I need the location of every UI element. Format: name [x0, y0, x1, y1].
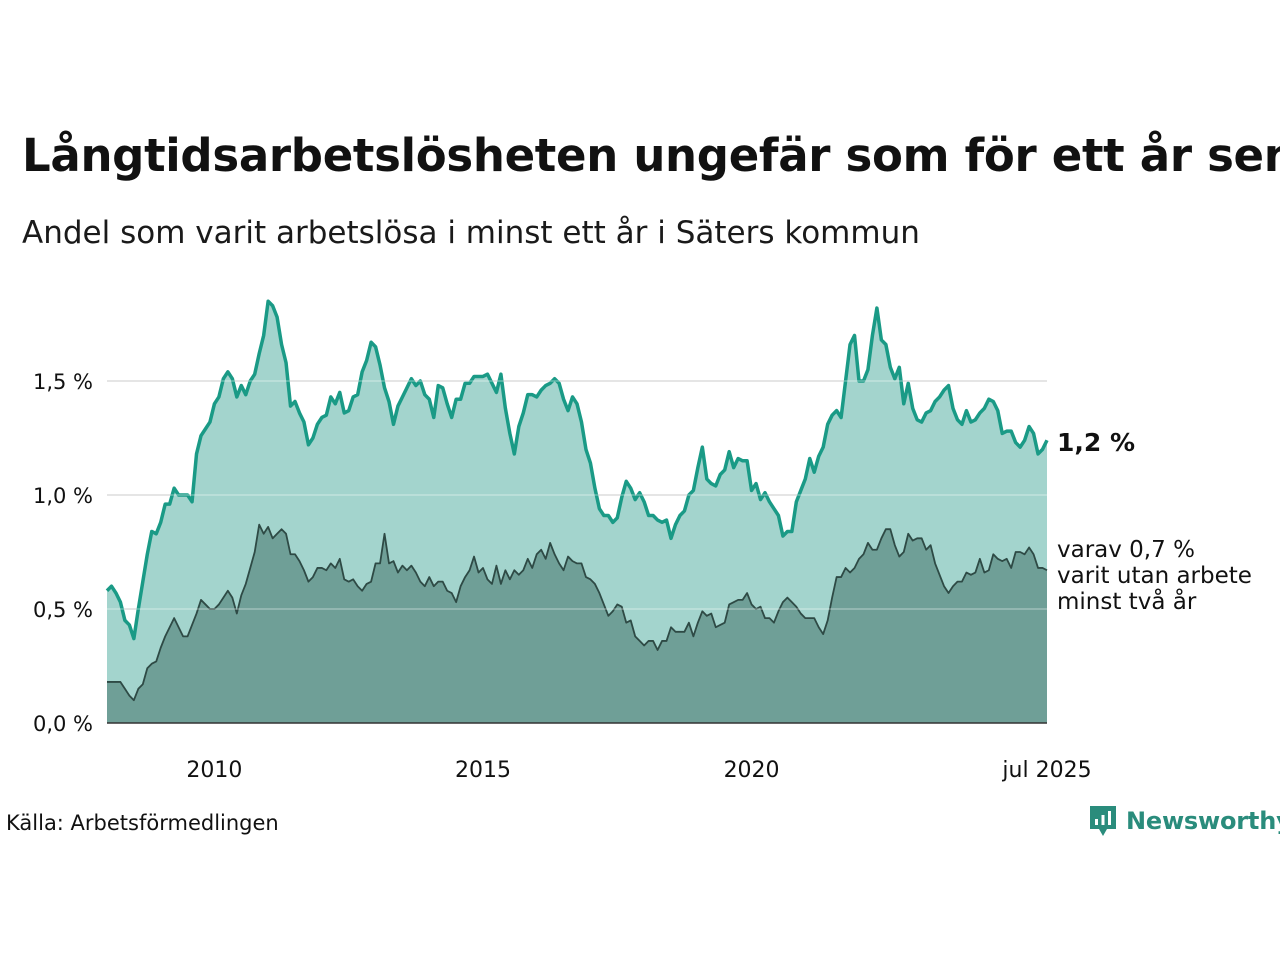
- sub-series-annotation: varav 0,7 % varit utan arbete minst två …: [1057, 537, 1252, 615]
- y-tick-label: 0,5 %: [33, 598, 93, 622]
- chart-subtitle: Andel som varit arbetslösa i minst ett å…: [22, 215, 920, 251]
- latest-value-label: 1,2 %: [1057, 428, 1136, 457]
- y-tick-label: 1,5 %: [33, 370, 93, 394]
- y-tick-label: 0,0 %: [33, 712, 93, 736]
- x-tick-label: jul 2025: [1001, 758, 1091, 783]
- brand-logo[interactable]: Newsworthy: [1088, 804, 1280, 838]
- main-series-line: [105, 299, 1049, 641]
- chart-title: Långtidsarbetslösheten ungefär som för e…: [22, 129, 1280, 182]
- sub-annotation-line-3: minst två år: [1057, 589, 1197, 615]
- x-tick-label: 2020: [724, 758, 780, 783]
- sub-annotation-line-1: varav 0,7 %: [1057, 537, 1195, 563]
- brand-name: Newsworthy: [1126, 807, 1280, 835]
- sub-series-line: [107, 523, 1048, 702]
- y-tick-label: 1,0 %: [33, 484, 93, 508]
- area-layer: [105, 299, 1049, 723]
- axis-layer: 0,0 % 0,5 % 1,0 % 1,5 % 2010 2015 2020 jul 2025: [33, 370, 1092, 783]
- sub-annotation-line-2: varit utan arbete: [1057, 563, 1252, 589]
- x-tick-label: 2010: [186, 758, 242, 783]
- x-tick-label: 2015: [455, 758, 511, 783]
- newsworthy-logo-icon: [1090, 806, 1116, 836]
- sub-series-area: [107, 524, 1047, 723]
- source-note: Källa: Arbetsförmedlingen: [6, 811, 279, 835]
